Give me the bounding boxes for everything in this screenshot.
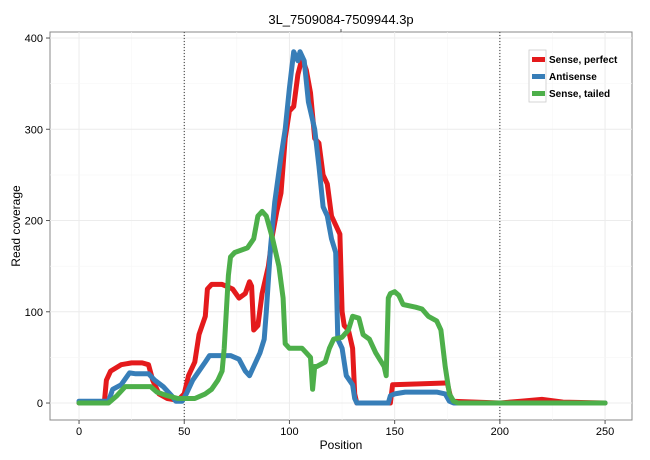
y-tick-label: 300 [25,124,43,136]
x-tick-label: 150 [385,426,403,438]
x-tick-label: 50 [178,426,190,438]
legend: Sense, perfect Antisense Sense, tailed [528,49,618,103]
legend-swatch-sense-perfect [532,57,545,62]
x-axis-label: Position [320,438,363,452]
x-tick-label: 0 [76,426,82,438]
series-lines [76,49,608,406]
legend-swatch-sense-tailed [532,91,545,96]
y-tick-label: 100 [25,307,43,319]
y-tick-label: 0 [37,398,43,410]
legend-label-antisense: Antisense [549,72,597,83]
y-tick-label: 200 [25,216,43,228]
legend-swatch-antisense [532,74,545,79]
legend-label-sense-tailed: Sense, tailed [549,89,610,100]
y-axis-label: Read coverage [9,185,23,267]
series-line-sense-tailed [76,208,608,406]
x-tick-label: 100 [280,426,298,438]
legend-label-sense-perfect: Sense, perfect [549,55,618,66]
axis-ticks: 0 50 100 150 200 250 0 100 200 300 400 [25,29,614,438]
x-tick-label: 200 [491,426,509,438]
x-tick-label: 250 [596,426,614,438]
chart-title: 3L_7509084-7509944.3p [268,12,413,27]
y-tick-label: 400 [25,33,43,45]
